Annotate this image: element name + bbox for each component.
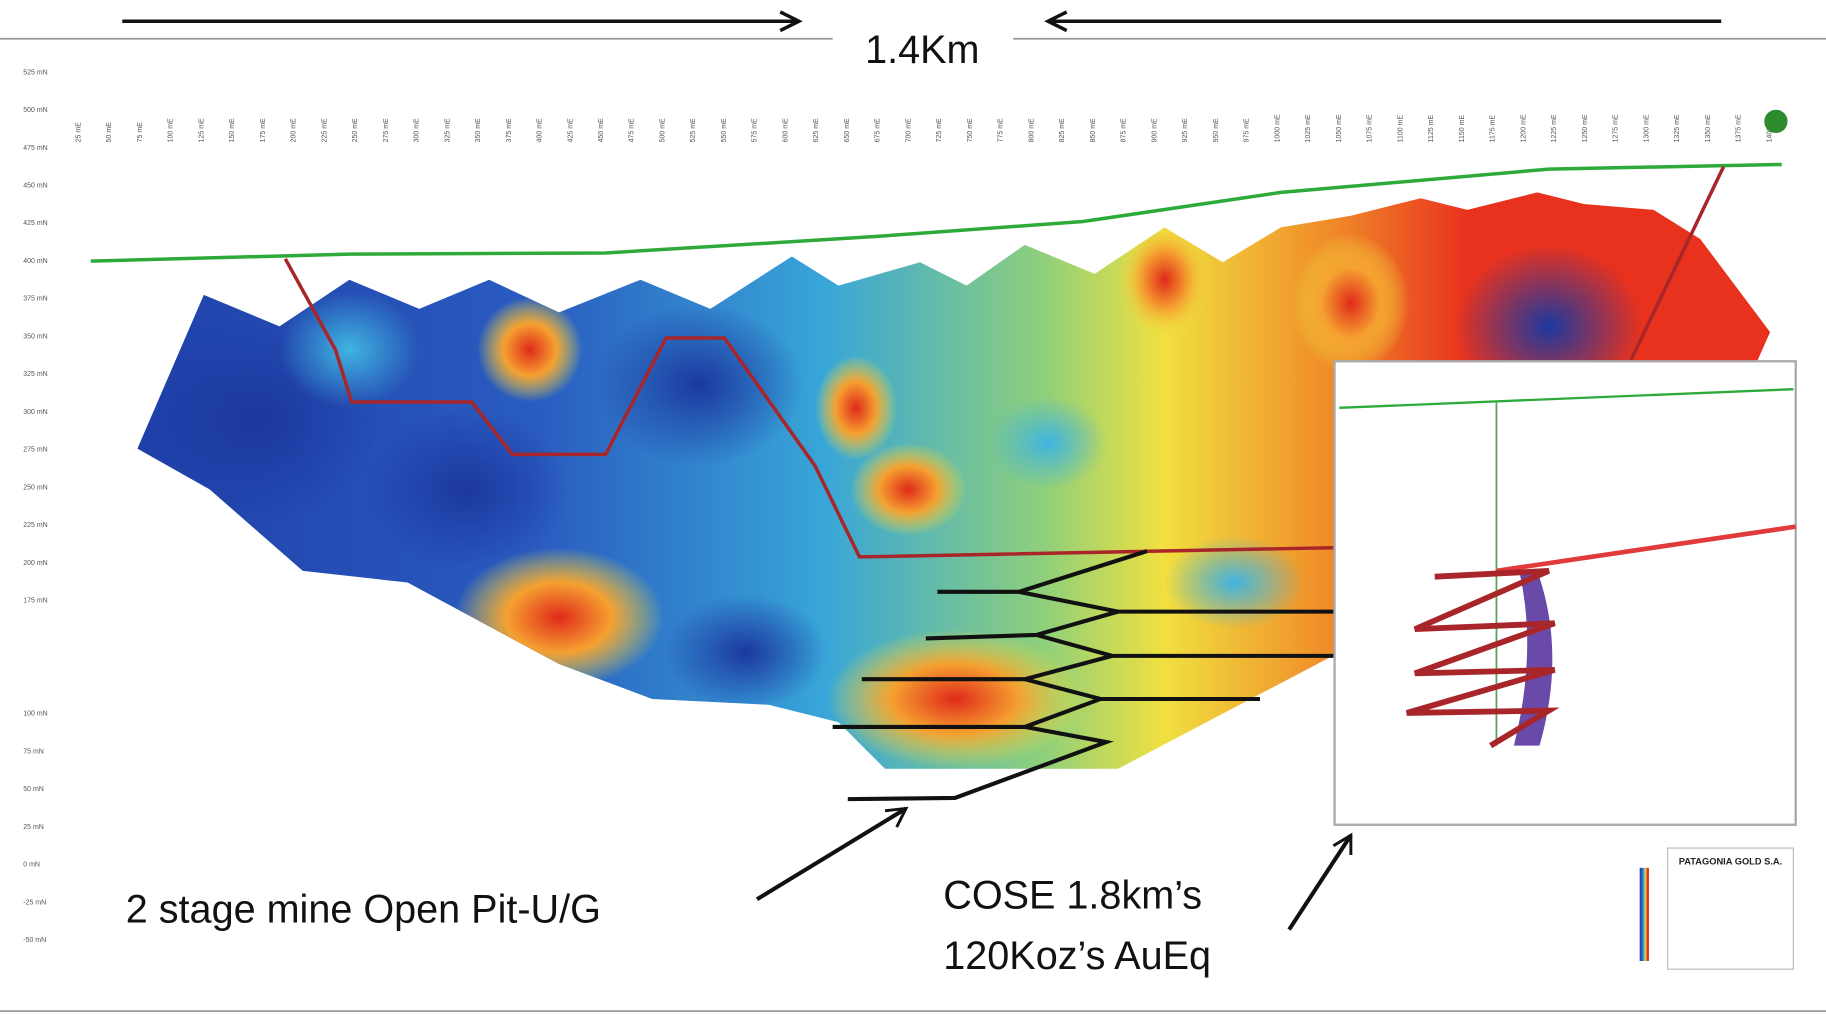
x-label: 125 mE xyxy=(198,118,205,142)
y-label: 375 mN xyxy=(23,296,47,303)
x-label: 150 mE xyxy=(229,118,236,142)
y-label: 500 mN xyxy=(23,107,47,114)
x-label: 450 mE xyxy=(598,118,605,142)
top-bar: 1.4Km xyxy=(0,10,1826,72)
y-label: 25 mN xyxy=(23,824,44,831)
cose-annotation-2: 120Koz’s AuEq xyxy=(943,934,1211,978)
x-label: 975 mE xyxy=(1244,118,1251,142)
y-label: 0 mN xyxy=(23,862,40,869)
x-label: 1125 mE xyxy=(1428,115,1435,143)
x-label: 1050 mE xyxy=(1336,114,1343,142)
x-label: 925 mE xyxy=(1182,118,1189,142)
stope-lines xyxy=(755,549,1363,931)
x-label: 425 mE xyxy=(567,118,574,142)
x-labels: 25 mE 50 mE 75 mE 100 mE 125 mE 150 mE 175 mE 2… xyxy=(75,114,1773,142)
x-label: 500 mE xyxy=(659,118,666,142)
x-label: 950 mE xyxy=(1213,118,1220,142)
x-label: 575 mE xyxy=(752,118,759,142)
y-label: 350 mN xyxy=(23,333,47,340)
x-label: 325 mE xyxy=(444,118,451,142)
x-label: 1350 mE xyxy=(1705,114,1712,142)
x-label: 250 mE xyxy=(352,118,359,142)
y-label: 50 mN xyxy=(23,786,44,793)
y-label: 75 mN xyxy=(23,748,44,755)
x-label: 850 mE xyxy=(1090,118,1097,142)
cose-annotation-1: COSE 1.8km’s xyxy=(943,874,1202,918)
x-label: 400 mE xyxy=(537,118,544,142)
x-label: 1100 mE xyxy=(1397,115,1404,143)
inset-view xyxy=(1333,360,1797,826)
x-label: 1300 mE xyxy=(1643,114,1650,142)
x-label: 900 mE xyxy=(1151,118,1158,142)
x-label: 475 mE xyxy=(629,118,636,142)
y-label: 225 mN xyxy=(23,522,47,529)
x-label: 100 mE xyxy=(168,118,175,142)
x-label: 800 mE xyxy=(1028,118,1035,142)
mine-annotation: 2 stage mine Open Pit-U/G xyxy=(126,888,601,932)
x-label: 675 mE xyxy=(875,118,882,142)
x-label: 700 mE xyxy=(905,118,912,142)
x-label: 1275 mE xyxy=(1613,114,1620,142)
x-label: 375 mE xyxy=(506,118,513,142)
x-label: 550 mE xyxy=(721,118,728,142)
y-label: 400 mN xyxy=(23,258,47,265)
x-label: 1375 mE xyxy=(1736,114,1743,142)
y-label: -50 mN xyxy=(23,937,46,944)
pit-outline xyxy=(283,257,1340,559)
y-label: 525 mN xyxy=(23,69,47,76)
y-labels: 525 mN 500 mN 475 mN 450 mN 425 mN 400 mN 375 … xyxy=(23,69,47,944)
x-label: 750 mE xyxy=(967,118,974,142)
x-label: 1075 mE xyxy=(1367,114,1374,142)
surface-line xyxy=(90,162,1782,263)
y-label: 300 mN xyxy=(23,409,47,416)
logo xyxy=(1764,109,1788,134)
y-label: 175 mN xyxy=(23,598,47,605)
x-label: 825 mE xyxy=(1059,118,1066,142)
x-label: 725 mE xyxy=(936,118,943,142)
x-label: 1225 mE xyxy=(1551,114,1558,142)
x-label: 25 mE xyxy=(75,122,82,142)
x-label: 1325 mE xyxy=(1674,114,1681,142)
x-label: 1200 mE xyxy=(1520,114,1527,142)
x-label: 625 mE xyxy=(813,118,820,142)
x-label: 525 mE xyxy=(690,118,697,142)
x-label: 650 mE xyxy=(844,118,851,142)
y-label: 450 mN xyxy=(23,183,47,190)
x-label: 875 mE xyxy=(1121,118,1128,142)
x-label: 1250 mE xyxy=(1582,114,1589,142)
x-label: 1175 mE xyxy=(1490,115,1497,143)
x-label: 50 mE xyxy=(106,122,113,142)
x-label: 1000 mE xyxy=(1274,114,1281,142)
company-name: PATAGONIA GOLD S.A. xyxy=(1679,856,1782,866)
x-label: 75 mE xyxy=(137,122,144,142)
distance-label: 1.4Km xyxy=(865,28,979,72)
y-label: 275 mN xyxy=(23,447,47,454)
y-label: 425 mN xyxy=(23,220,47,227)
x-label: 200 mE xyxy=(291,118,298,142)
x-label: 1150 mE xyxy=(1459,115,1466,143)
y-label: -25 mN xyxy=(23,899,46,906)
y-label: 100 mN xyxy=(23,711,47,718)
x-label: 225 mE xyxy=(321,118,328,142)
x-label: 300 mE xyxy=(414,118,421,142)
x-label: 275 mE xyxy=(383,118,390,142)
x-label: 175 mE xyxy=(260,118,267,142)
x-label: 600 mE xyxy=(782,118,789,142)
pit-outline-east xyxy=(1628,166,1726,363)
y-label: 250 mN xyxy=(23,484,47,491)
x-label: 775 mE xyxy=(998,118,1005,142)
x-label: 350 mE xyxy=(475,118,482,142)
y-label: 475 mN xyxy=(23,145,47,152)
legend-box: PATAGONIA GOLD S.A. xyxy=(1639,847,1794,970)
y-label: 200 mN xyxy=(23,560,47,567)
y-label: 325 mN xyxy=(23,371,47,378)
x-label: 1025 mE xyxy=(1305,114,1312,142)
